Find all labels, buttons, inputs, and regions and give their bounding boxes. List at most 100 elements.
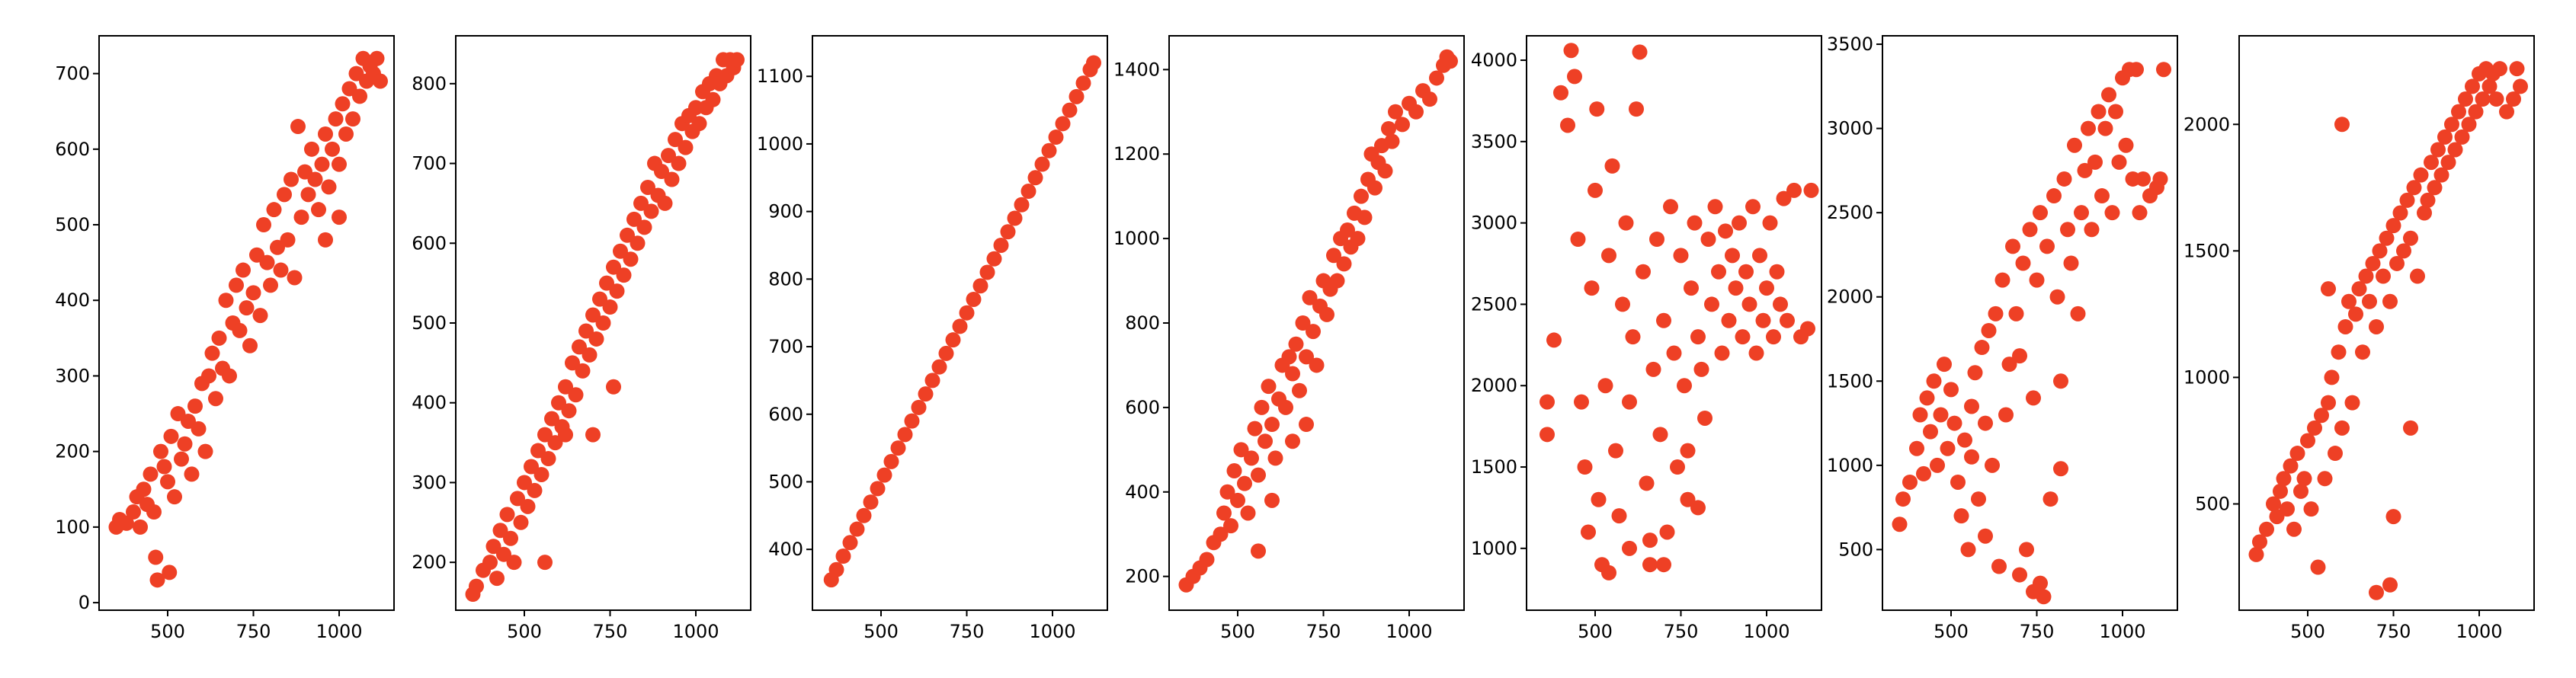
- scatter-point: [300, 187, 316, 203]
- scatter-point: [2033, 575, 2048, 591]
- scatter-point: [1216, 505, 1232, 521]
- scatter-point: [1748, 345, 1764, 361]
- scatter-point: [1264, 417, 1280, 433]
- scatter-point: [2417, 205, 2432, 221]
- scatter-point: [931, 359, 947, 375]
- scatter-point: [1601, 248, 1616, 264]
- scatter-point: [1946, 415, 1962, 431]
- scatter-point: [1759, 280, 1774, 296]
- scatter-point: [1690, 500, 1706, 516]
- scatter-points: [1892, 62, 2171, 605]
- scatter-point: [1041, 142, 1057, 158]
- scatter-point: [218, 293, 234, 309]
- x-tick-label: 750: [236, 621, 271, 642]
- scatter-point: [993, 237, 1009, 253]
- scatter-point: [284, 171, 299, 187]
- x-tick-label: 1000: [1029, 621, 1075, 642]
- y-tick-label: 700: [768, 336, 803, 357]
- scatter-point: [856, 507, 872, 523]
- scatter-point: [2399, 192, 2415, 208]
- scatter-point: [863, 494, 879, 510]
- x-tick-label: 1000: [2456, 621, 2502, 642]
- scatter-point: [229, 277, 244, 293]
- scatter-point: [1652, 427, 1668, 443]
- y-tick-label: 800: [1125, 312, 1160, 334]
- scatter-point: [966, 291, 982, 307]
- scatter-point: [2053, 373, 2068, 389]
- y-tick-label: 600: [412, 232, 447, 254]
- scatter-point: [1800, 321, 1815, 337]
- scatter-point: [661, 148, 676, 164]
- scatter-point: [174, 451, 189, 467]
- scatter-point: [242, 337, 258, 353]
- scatter-point: [2293, 483, 2308, 499]
- scatter-point: [2101, 87, 2116, 103]
- x-tick-label: 750: [1664, 621, 1699, 642]
- scatter-point: [1618, 215, 1634, 231]
- scatter-point: [2303, 501, 2319, 517]
- scatter-point: [2382, 577, 2398, 593]
- x-tick-label: 1000: [672, 621, 719, 642]
- scatter-point: [1769, 264, 1785, 280]
- scatter-point: [952, 318, 968, 334]
- scatter-point: [2392, 205, 2408, 221]
- scatter-point: [729, 52, 745, 68]
- x-tick-label: 750: [2020, 621, 2055, 642]
- scatter-point: [1693, 361, 1709, 377]
- scatter-point: [1803, 182, 1819, 198]
- scatter-point: [1967, 365, 1983, 381]
- scatter-point: [2506, 91, 2521, 107]
- scatter-point: [2509, 61, 2525, 77]
- y-tick-label: 3500: [1827, 34, 1873, 55]
- scatter-point: [1978, 528, 1993, 544]
- scatter-point: [307, 171, 323, 187]
- scatter-point: [153, 443, 168, 459]
- x-tick-label: 750: [950, 621, 985, 642]
- scatter-point: [204, 345, 220, 361]
- scatter-point: [191, 421, 207, 437]
- scatter-point: [2461, 117, 2477, 133]
- scatter-point: [1251, 543, 1266, 559]
- scatter-point: [633, 195, 649, 211]
- scatter-point: [572, 339, 587, 355]
- scatter-point: [1258, 433, 1273, 449]
- scatter-point: [1309, 357, 1325, 373]
- scatter-point: [1728, 280, 1744, 296]
- scatter-point: [2026, 390, 2041, 406]
- scatter-point: [503, 530, 518, 546]
- scatter-point: [575, 363, 591, 379]
- scatter-point: [2382, 293, 2398, 309]
- scatter-point: [1773, 296, 1788, 312]
- scatter-point: [870, 481, 886, 497]
- x-tick-label: 500: [150, 621, 185, 642]
- x-tick-label: 500: [2290, 621, 2325, 642]
- scatter-point: [911, 399, 927, 415]
- scatter-point: [883, 453, 899, 469]
- scatter-point: [167, 489, 182, 505]
- y-tick-label: 400: [768, 539, 803, 560]
- y-tick-label: 2500: [1471, 293, 1517, 315]
- scatter-point: [585, 307, 601, 323]
- x-tick-label: 750: [593, 621, 628, 642]
- axes-frame: [1882, 35, 2178, 611]
- scatter-point: [558, 427, 573, 443]
- scatter-point: [1589, 101, 1605, 117]
- scatter-point: [2029, 272, 2045, 288]
- scatter-point: [2074, 205, 2089, 221]
- scatter-point: [2296, 471, 2312, 487]
- scatter-point: [506, 555, 522, 571]
- scatter-point: [321, 179, 337, 195]
- scatter-point: [163, 428, 179, 444]
- scatter-point: [1762, 215, 1778, 231]
- scatter-point: [1299, 417, 1314, 433]
- scatter-point: [626, 211, 642, 227]
- scatter-point: [1636, 264, 1651, 280]
- scatter-point: [259, 254, 275, 270]
- subplot-2: 500 750 1000 200 300 400 500 600 700 800: [412, 35, 751, 642]
- scatter-point: [136, 481, 152, 497]
- scatter-point: [1670, 459, 1685, 475]
- scatter-point: [1251, 467, 1266, 483]
- scatter-point: [280, 232, 296, 248]
- scatter-point: [849, 521, 865, 537]
- scatter-point: [1560, 117, 1575, 133]
